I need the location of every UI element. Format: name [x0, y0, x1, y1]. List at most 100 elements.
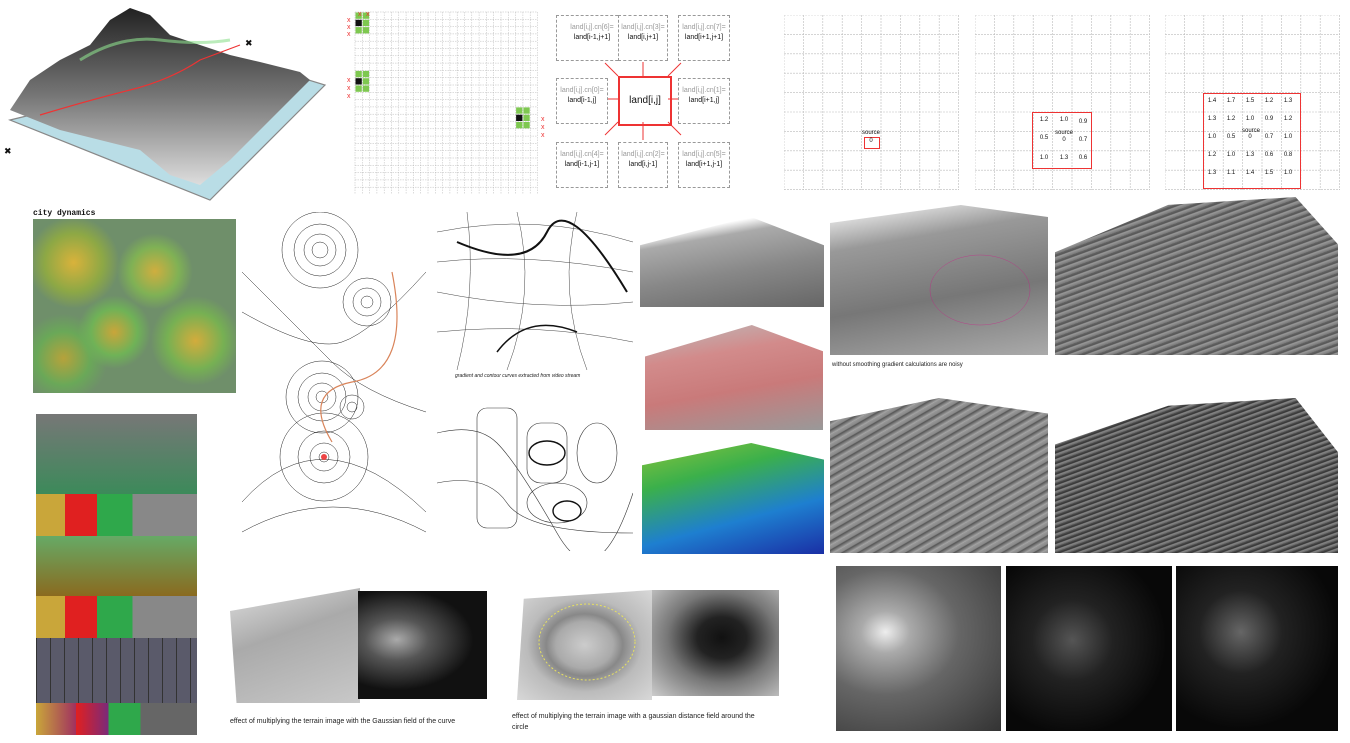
neighbor-cell-sw: land[i,j].cn[4]= land[i-1,j-1] [556, 142, 608, 188]
gaussian-curve-terrain [230, 563, 487, 703]
grid-cell [355, 70, 362, 78]
grid3-value: 0.5 [1226, 134, 1236, 140]
grid-cell [523, 114, 530, 121]
grid2-value: 1.0 [1039, 155, 1049, 161]
vortex-streamlines [242, 212, 426, 548]
marker-x: x [358, 11, 362, 18]
grid3-value: 1.2 [1283, 116, 1293, 122]
grid2-value: 0.6 [1078, 155, 1088, 161]
grid3-value: 0.7 [1264, 134, 1274, 140]
city-dynamics-image [33, 219, 236, 393]
grid3-value: 1.5 [1245, 98, 1255, 104]
grid3-value: 1.0 [1283, 170, 1293, 176]
source-value: 0 [869, 138, 873, 144]
grid3-value: 1.2 [1207, 152, 1217, 158]
marker-x: x [347, 93, 351, 100]
grid-cell [355, 85, 362, 92]
source-label: source [861, 130, 880, 136]
marker-x: x [541, 124, 545, 131]
grid-cell [362, 19, 370, 27]
grid3-value: 1.4 [1245, 170, 1255, 176]
grid3-value: 0 [1248, 134, 1252, 140]
grid3-value: 1.3 [1283, 98, 1293, 104]
neighbor-cell-e: land[i,j].cn[1]= land[i+1,j] [678, 78, 730, 124]
grid3-value: 1.2 [1226, 116, 1236, 122]
grid-cell [355, 27, 362, 34]
marker-x: x [541, 116, 545, 123]
terrain-red-overlay [645, 325, 823, 430]
grid3-value: 1.0 [1207, 134, 1217, 140]
gaussian-circle-terrain [517, 585, 779, 700]
neighbor-cell-ne: land[i,j].cn[7]= land[i+1,j+1] [678, 15, 730, 61]
neighbor-cell-s: land[i,j].cn[2]= land[i,j-1] [618, 142, 668, 188]
gaussian-circle-caption-1: effect of multiplying the terrain image … [512, 713, 755, 720]
grid2-value: 0.7 [1078, 137, 1088, 143]
city-terrain-stack [36, 414, 197, 735]
video-stream-caption: gradient and contour curves extracted fr… [455, 373, 581, 379]
marker-x: x [347, 77, 351, 84]
distance-grid-1: source 0 [784, 15, 959, 190]
marker-x: x [347, 24, 351, 31]
neighbor-cell-nw: land[i,j].cn[6]= land[i-1,j+1] [556, 15, 628, 61]
marker-x: ✖ [245, 38, 253, 48]
contour-terrain-2 [830, 398, 1048, 553]
grid3-value: 1.5 [1264, 170, 1274, 176]
gaussian-circle-caption-2: circle [512, 724, 529, 731]
marker-x: x [347, 85, 351, 92]
distance-grid-3: 1.4 1.7 1.5 1.2 1.3 1.3 1.2 1.0 0.9 1.2 1.0 0.5 0 0.7… [1165, 15, 1340, 190]
heightmap-image [836, 566, 1001, 731]
terrain-gray [640, 216, 824, 307]
grid-cell [516, 122, 523, 129]
grid3-value: 1.0 [1226, 152, 1236, 158]
grid-cell [523, 122, 530, 129]
grid2-value: 0 [1062, 137, 1066, 143]
grid3-value: 1.3 [1207, 116, 1217, 122]
marker-x: x [366, 11, 370, 18]
grid-cell [355, 78, 362, 85]
gradient-magnitude-2 [1176, 566, 1338, 731]
distance-grid-2: 1.2 1.0 0.9 0.5 source 0 0.7 1.0 1.3 0.6 [975, 15, 1150, 190]
grid2-value: 1.2 [1039, 117, 1049, 123]
neighbor-cell-se: land[i,j].cn[5]= land[i+1,j-1] [678, 142, 730, 188]
neighborhood-box [1032, 112, 1092, 169]
neighbor-cell-w: land[i,j].cn[0]= land[i-1,j] [556, 78, 608, 124]
contour-terrain-large [1055, 197, 1338, 355]
source-label: source [1054, 130, 1073, 136]
neighbor-diagram: land[i,j].cn[6]= land[i-1,j+1] land[i,j].… [550, 10, 735, 192]
marker-x: x [347, 31, 351, 38]
grid-cell [523, 107, 530, 114]
neighbor-arrows [604, 62, 682, 140]
marker-x: x [347, 17, 351, 24]
grid2-value: 0.5 [1039, 135, 1049, 141]
neighborhood-box [1203, 93, 1301, 189]
grid-cell [516, 107, 523, 114]
source-label: source [1241, 128, 1260, 134]
grid3-value: 1.0 [1245, 116, 1255, 122]
terrain-color-height [642, 443, 824, 554]
center-cell: land[i,j] [618, 76, 672, 126]
noisy-caption: without smoothing gradient calculations … [832, 362, 963, 368]
grid3-value: 1.4 [1207, 98, 1217, 104]
contour-terrain-3 [1055, 398, 1338, 553]
gaussian-curve-caption: effect of multiplying the terrain image … [230, 718, 456, 725]
grid-cell [355, 12, 362, 19]
grid3-value: 1.0 [1283, 134, 1293, 140]
grid2-value: 0.9 [1078, 119, 1088, 125]
grid3-value: 1.1 [1226, 170, 1236, 176]
city-dynamics-title: city dynamics [33, 209, 96, 218]
gradient-magnitude-1 [1006, 566, 1172, 731]
grid2-value: 1.0 [1059, 117, 1069, 123]
grid-cell [516, 114, 523, 121]
grid-cell [362, 70, 370, 78]
neighbor-cell-n: land[i,j].cn[3]= land[i,j+1] [618, 15, 668, 61]
noisy-gradient-terrain [830, 205, 1048, 355]
marker-x: x [541, 132, 545, 139]
grid3-value: 0.8 [1283, 152, 1293, 158]
grid3-value: 0.6 [1264, 152, 1274, 158]
grid-cell [362, 85, 370, 92]
grid3-value: 1.3 [1207, 170, 1217, 176]
video-gradient-curves [437, 212, 633, 370]
terrain-3d-view: ✖ ✖ [0, 0, 330, 205]
grid-cell [362, 78, 370, 85]
grid-cell [355, 19, 362, 27]
